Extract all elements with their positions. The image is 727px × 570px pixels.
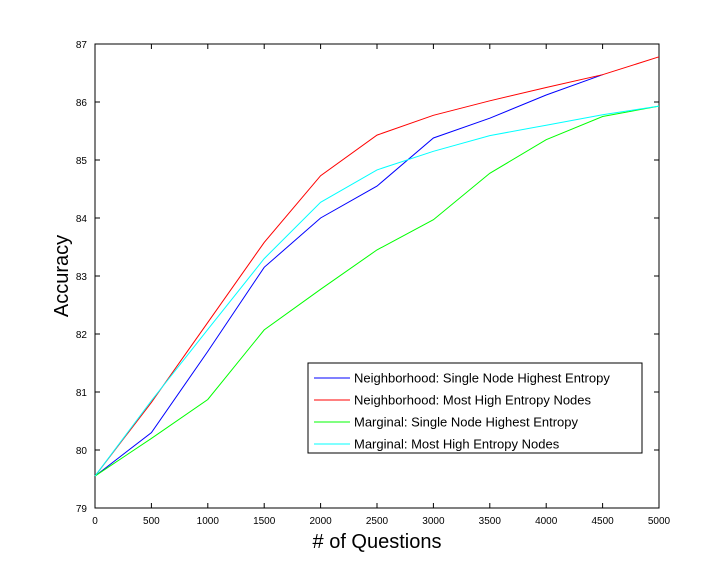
y-tick-label: 80 — [76, 446, 88, 457]
axis-ticks: 0 500 1000 1500 2000 2500 3000 3500 4000 4500 5000… — [76, 40, 671, 527]
legend-label-1: Neighborhood: Single Node Highest Entrop… — [354, 371, 610, 386]
y-tick-label: 87 — [76, 40, 88, 51]
y-tick-label: 83 — [76, 272, 88, 283]
x-tick-label: 4500 — [591, 516, 614, 527]
x-tick-label: 0 — [92, 516, 98, 527]
y-tick-label: 79 — [76, 504, 88, 515]
series-line-1 — [94, 74, 603, 477]
x-tick-label: 2000 — [309, 516, 332, 527]
legend-label-2: Neighborhood: Most High Entropy Nodes — [354, 393, 592, 408]
series-lines — [94, 56, 660, 477]
legend-box — [307, 362, 643, 454]
y-axis-title: Accuracy — [51, 235, 73, 317]
x-tick-label: 5000 — [648, 516, 671, 527]
x-tick-label: 3000 — [422, 516, 445, 527]
y-tick-label: 82 — [76, 330, 88, 341]
series-line-2 — [94, 56, 660, 477]
x-tick-label: 4000 — [535, 516, 558, 527]
y-tick-label: 81 — [76, 388, 88, 399]
series-line-3 — [94, 105, 660, 477]
x-tick-label: 500 — [143, 516, 160, 527]
y-tick-label: 84 — [76, 214, 88, 225]
x-tick-label: 1000 — [197, 516, 220, 527]
y-tick-label: 86 — [76, 98, 88, 109]
legend-label-4: Marginal: Most High Entropy Nodes — [354, 437, 560, 452]
legend: Neighborhood: Single Node Highest Entrop… — [307, 362, 643, 454]
legend-label-3: Marginal: Single Node Highest Entropy — [354, 415, 579, 430]
x-tick-label: 3500 — [479, 516, 502, 527]
y-tick-label: 85 — [76, 156, 88, 167]
series-line-4 — [94, 105, 660, 477]
x-tick-label: 2500 — [366, 516, 389, 527]
x-axis-title: # of Questions — [313, 531, 442, 553]
x-tick-label: 1500 — [253, 516, 276, 527]
